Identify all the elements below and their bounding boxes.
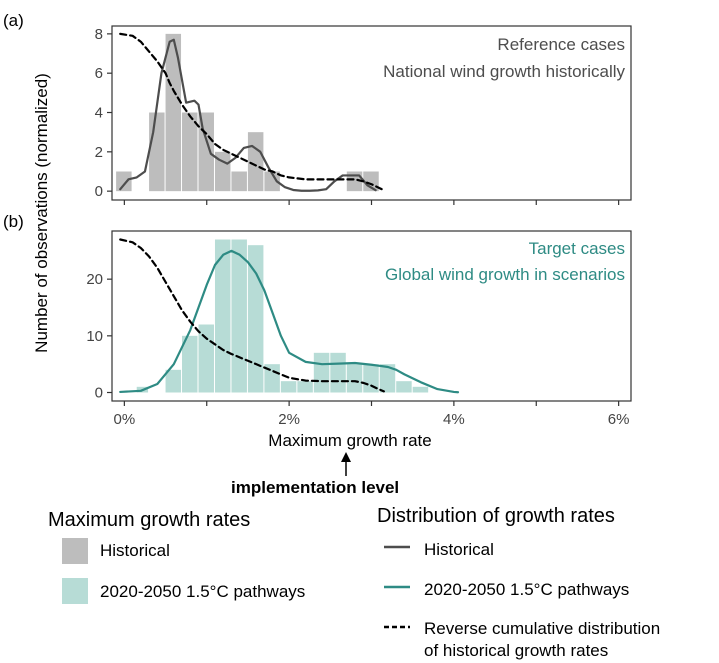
panel-b-bar-11 [313, 352, 330, 393]
implementation-level-label: implementation level [231, 478, 400, 497]
panel-b-bar-10 [297, 381, 313, 393]
panel-a-bars [116, 33, 379, 192]
legend-item-reverse-cumulative-line1: Reverse cumulative distribution [424, 619, 661, 638]
legend-bars-title: Maximum growth rates [48, 509, 251, 531]
panel-b-bar-2 [165, 369, 182, 393]
panel-b-bar-4 [198, 324, 214, 393]
panel-a-ticks: 0 2 4 6 8 [95, 26, 620, 205]
panel-b-xtick-label-6: 6% [608, 411, 630, 428]
panel-a-bar-2 [149, 112, 165, 192]
panel-b-xtick-label-0: 0% [114, 411, 136, 428]
panel-b-bar-6 [231, 239, 247, 393]
panel-a-ytick-label-0: 0 [95, 183, 103, 200]
panel-a-bar-8 [247, 132, 264, 192]
panel-b-bar-13 [346, 364, 363, 393]
panel-a-ytick-label-1: 2 [95, 144, 103, 161]
legend-item-reverse-cumulative-line2: of historical growth rates [424, 641, 609, 660]
legend-swatch-historical [62, 538, 88, 564]
panel-a-ytick-label-4: 8 [95, 26, 103, 43]
panel-b-line-density [119, 249, 460, 394]
panel-b-ytick-label-0: 0 [95, 385, 103, 402]
legend-line-pathways-key [384, 585, 410, 589]
panel-b-ytick-label-1: 10 [86, 328, 103, 345]
panel-a-line-density [119, 38, 377, 192]
panel-b-bar-15 [379, 364, 396, 393]
panel-a-annotation-line2: National wind growth historically [383, 62, 625, 81]
panel-a-bar-3 [165, 33, 182, 192]
panel-a: 0 2 4 6 8 Reference cases National wind grow… [95, 25, 632, 205]
legend-item-historical-bars: Historical [100, 541, 170, 560]
panel-b-bar-3 [182, 335, 198, 393]
panel-a-bar-7 [231, 171, 247, 192]
panel-b-xtick-label-2: 2% [278, 411, 300, 428]
panel-a-annotation-line1: Reference cases [497, 35, 625, 54]
panel-a-bar-0 [116, 171, 132, 192]
panel-b-bar-16 [396, 381, 412, 393]
panel-a-lines [119, 32, 385, 192]
panel-a-bar-4 [182, 112, 198, 192]
panel-b-bar-12 [330, 352, 346, 393]
panel-b-lines [119, 238, 460, 394]
panel-b-label: (b) [3, 212, 24, 231]
panel-b-line-reverse-cumulative [119, 238, 385, 393]
panel-b-ytick-label-2: 20 [86, 271, 103, 288]
panel-a-bar-6 [214, 151, 231, 192]
panel-b-bar-5 [214, 239, 231, 393]
panel-b-xtick-label-4: 4% [443, 411, 465, 428]
panel-b-bar-9 [280, 381, 297, 393]
panel-a-bar-5 [198, 112, 214, 192]
panel-b-ticks: 0% 2% 4% 6% 0 10 20 [86, 271, 629, 428]
legend-lines-title: Distribution of growth rates [377, 505, 615, 527]
panel-b-bar-14 [363, 364, 379, 393]
panel-b: 0% 2% 4% 6% 0 10 20 Target cases Global wind g… [86, 230, 632, 428]
legend-line-reverse-cumulative-key [384, 625, 410, 629]
x-axis-title: Maximum growth rate [268, 431, 431, 450]
implementation-arrow [341, 452, 351, 476]
legend-item-pathways-bars: 2020-2050 1.5°C pathways [100, 582, 306, 601]
panel-a-ytick-label-3: 6 [95, 65, 103, 82]
panel-a-label: (a) [3, 11, 24, 30]
panel-b-bar-17 [412, 386, 429, 393]
legend-swatch-pathways [62, 578, 88, 604]
panel-b-bar-7 [247, 245, 264, 393]
y-axis-title: Number of observations (normalized) [32, 73, 51, 353]
panel-b-annotation-line2: Global wind growth in scenarios [385, 265, 625, 284]
legend-item-historical-line: Historical [424, 540, 494, 559]
panel-a-line-reverse-cumulative [119, 32, 385, 192]
legend-line-historical-key [384, 545, 410, 549]
panel-b-bars [136, 239, 429, 393]
panel-b-annotation-line1: Target cases [529, 239, 625, 258]
legend-item-pathways-line: 2020-2050 1.5°C pathways [424, 580, 630, 599]
panel-a-bar-9 [264, 171, 280, 192]
panel-a-ytick-label-2: 4 [95, 105, 103, 122]
